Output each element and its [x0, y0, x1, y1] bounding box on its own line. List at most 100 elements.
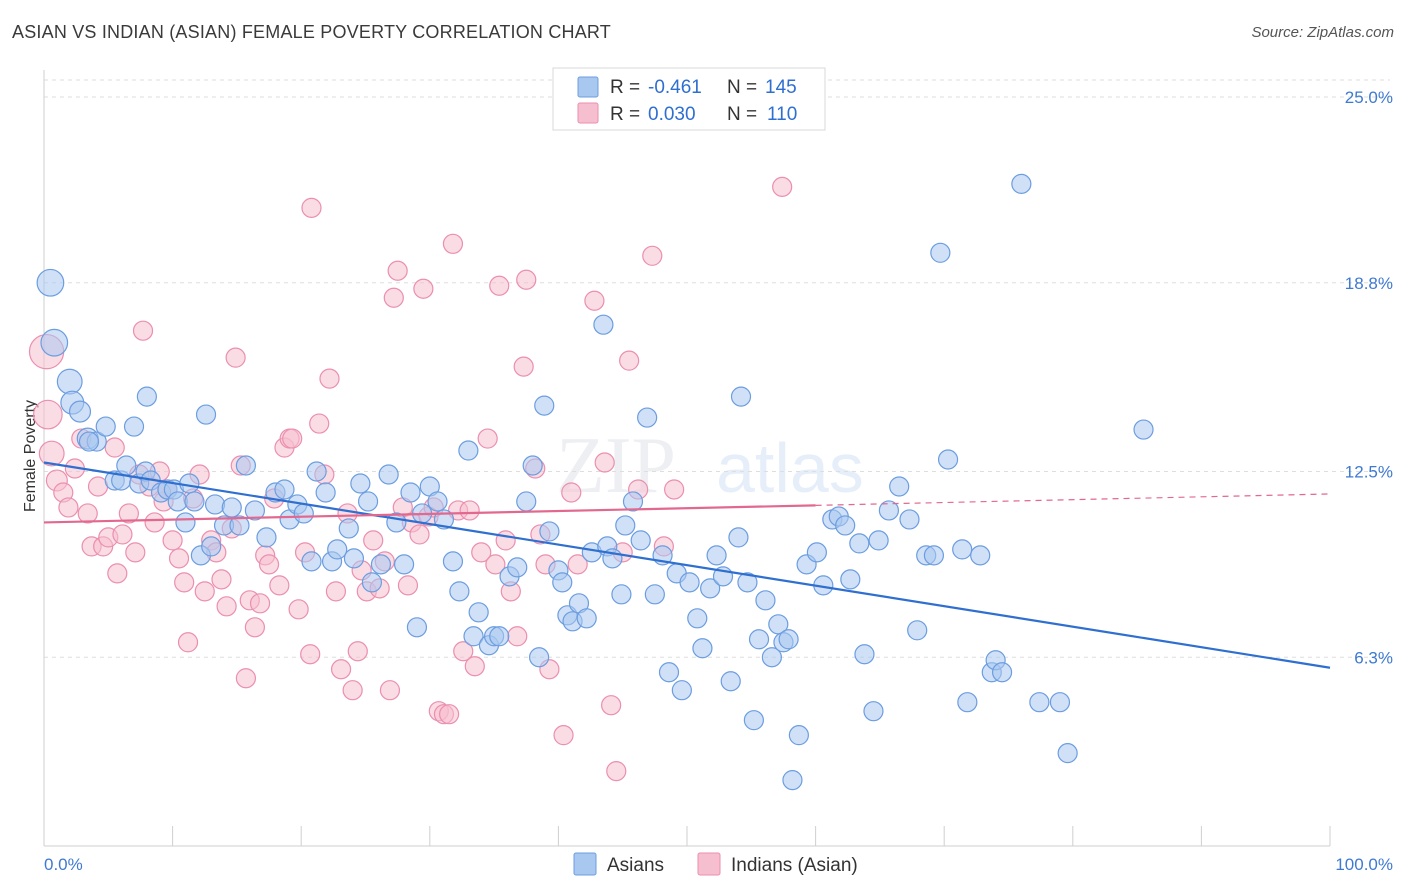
trend-lines [43, 461, 1331, 669]
indians-point [300, 644, 321, 665]
asians-point [427, 491, 448, 512]
indians-point [379, 680, 401, 701]
asians-point [1049, 692, 1071, 713]
indians-point [244, 617, 266, 638]
asians-point [68, 400, 92, 423]
asians-point [552, 572, 573, 593]
indians-point [144, 512, 165, 533]
indians-point [561, 482, 582, 503]
asians-point [315, 482, 336, 503]
legend-r-label-indians: R = [610, 104, 640, 125]
asians-point [463, 626, 484, 647]
asians-point [788, 725, 809, 746]
asians-point [957, 692, 978, 713]
asians-point [361, 572, 383, 593]
legend-swatch-asians [577, 76, 599, 98]
indians-point [513, 356, 534, 377]
indians-point [664, 479, 685, 500]
indians-point [584, 290, 605, 311]
asians-point [229, 515, 250, 536]
asians-point [743, 710, 764, 731]
indians-point [397, 575, 419, 596]
asians-point [184, 491, 205, 512]
indians-point [772, 176, 793, 197]
asians-point [849, 533, 870, 554]
indians-point [495, 530, 516, 551]
indians-point [606, 760, 627, 782]
asians-point [615, 515, 636, 536]
asians-point [204, 494, 226, 515]
asians-point [1133, 419, 1154, 440]
asians-point [327, 539, 348, 560]
indians-point [58, 497, 79, 518]
asians-point [730, 386, 752, 407]
x-axis-ticks [43, 826, 1331, 846]
indians-point [347, 641, 368, 662]
asians-point [658, 662, 680, 683]
asians-point [899, 509, 920, 530]
asians-point [370, 554, 392, 575]
asians-point [56, 368, 83, 395]
asians-point [687, 608, 708, 629]
indians-point [288, 599, 309, 620]
indians-point [258, 554, 280, 575]
y-tick-label: 6.3% [1354, 648, 1393, 667]
asians-point [778, 629, 799, 650]
asians-point [175, 512, 196, 533]
asians-point [393, 554, 415, 575]
indians-point [471, 542, 492, 563]
indians-point [309, 413, 330, 434]
asians-point [40, 328, 69, 357]
asians-point [195, 404, 217, 425]
indians-point [387, 260, 408, 281]
asians-point [937, 449, 959, 470]
asians-point [343, 548, 365, 569]
asians-point [728, 527, 749, 548]
asians-point [671, 680, 692, 701]
y-axis-label: Female Poverty [22, 400, 39, 512]
indians-point [125, 542, 146, 563]
x-tick-label-max: 100.0% [1335, 855, 1393, 874]
asians-point [868, 530, 889, 551]
asians-point [991, 662, 1013, 683]
asians-point [630, 530, 651, 551]
indians-point [269, 575, 290, 596]
legend-r-value-asians: -0.461 [648, 77, 702, 98]
indians-point [363, 530, 384, 551]
indians-point [216, 596, 237, 617]
asians-point [136, 386, 157, 407]
asians-point [907, 620, 928, 641]
asians-point [235, 455, 257, 476]
y-tick-label: 12.5% [1345, 463, 1393, 482]
asians-point [95, 416, 116, 437]
asians-point [840, 569, 861, 590]
asians-point [338, 518, 359, 539]
x-tick-label-min: 0.0% [44, 855, 83, 874]
asians-point [889, 476, 910, 497]
indians-point [104, 437, 125, 458]
indians-point [409, 524, 430, 545]
indians-point [301, 197, 322, 218]
asians-point [442, 551, 464, 572]
correlation-legend: R = -0.461 N = 145 R = 0.030 N = 110 [552, 67, 826, 131]
asians-point [593, 314, 614, 335]
asians-point [529, 647, 550, 668]
indians-point [194, 581, 215, 602]
y-axis-tick-labels: 6.3% 12.5% 18.8% 25.0% [1345, 88, 1393, 667]
indians-point [118, 503, 139, 524]
chart-title: ASIAN VS INDIAN (ASIAN) FEMALE POVERTY C… [12, 22, 611, 42]
asians-point [1029, 692, 1050, 713]
asians-point [116, 455, 137, 476]
indians-point [225, 347, 246, 368]
asians-point [806, 542, 827, 563]
asians-point [930, 242, 951, 263]
indians-point [77, 503, 98, 524]
bottom-legend-label-indians: Indians (Asian) [731, 855, 858, 876]
asians-point [357, 491, 379, 512]
asians-point [78, 431, 100, 452]
indians-point [642, 245, 663, 266]
indians-point [107, 563, 128, 584]
indians-point [235, 668, 257, 689]
bottom-legend-swatch-indians [697, 852, 721, 876]
indians-point [211, 569, 232, 590]
